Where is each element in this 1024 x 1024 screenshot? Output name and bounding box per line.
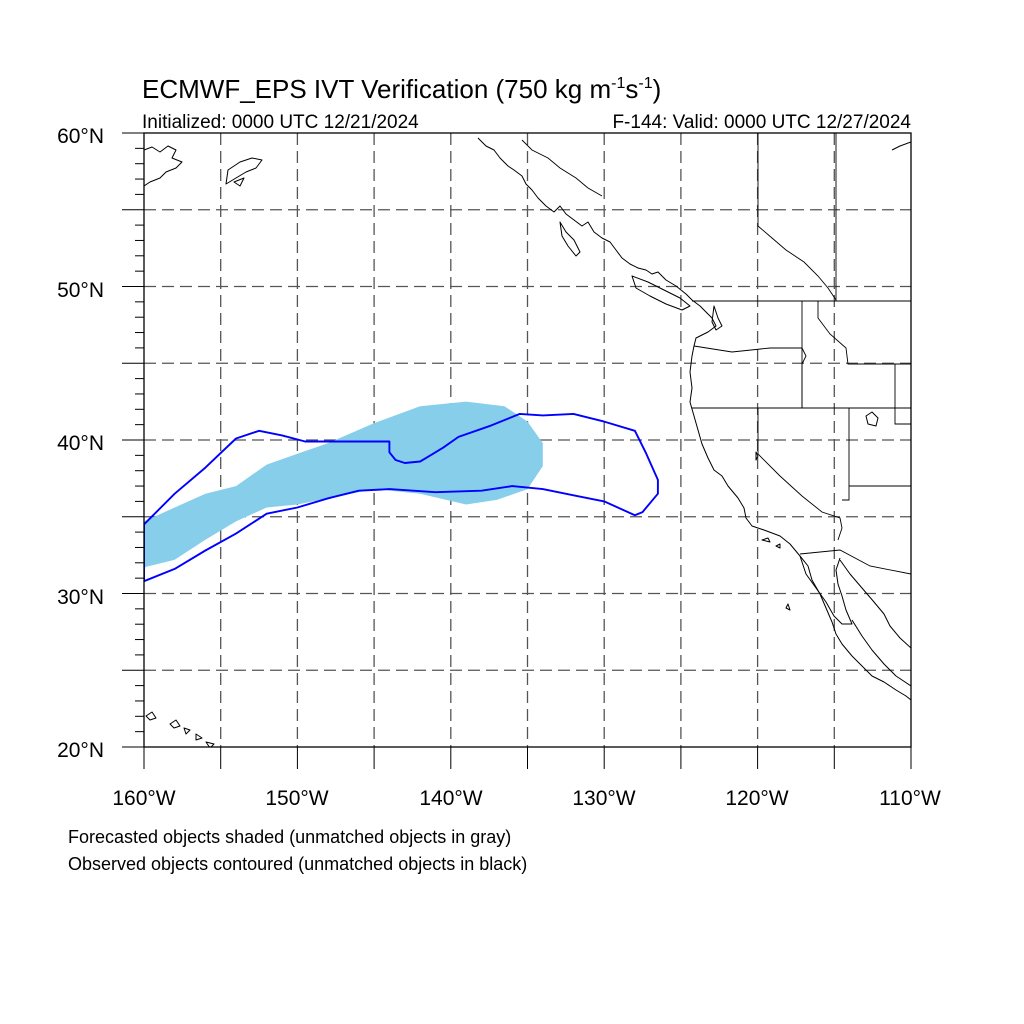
observed-object-contour [144, 412, 659, 583]
lon-label-110w: 110°W [879, 787, 941, 810]
mexico-mainland-coast [851, 619, 911, 687]
lake-tahoe [755, 451, 759, 461]
lat-label-50n: 50°N [57, 279, 104, 302]
haida-gwaii [559, 221, 581, 257]
hawaii-islands [145, 711, 215, 747]
lat-label-20n: 20°N [57, 739, 104, 762]
great-salt-lake [865, 411, 879, 427]
wyoming-border [894, 364, 911, 425]
lon-label-130w: 130°W [572, 787, 635, 810]
baja-california [799, 555, 853, 625]
washington-oregon-border [693, 345, 807, 408]
lon-label-120w: 120°W [725, 787, 788, 810]
figure-title: ECMWF_EPS IVT Verification (750 kg m-1s-… [142, 74, 661, 104]
initialized-time-label: Initialized: 0000 UTC 12/21/2024 [142, 112, 419, 133]
lon-label-160w: 160°W [112, 787, 175, 810]
bc-alberta-border [757, 133, 837, 301]
canada-alaska-border [521, 139, 603, 197]
nevada-utah-border [842, 408, 850, 501]
channel-islands [761, 537, 791, 611]
coastlines-and-borders [144, 133, 911, 747]
north-america-west-coastline [477, 137, 911, 701]
lat-label-30n: 30°N [57, 586, 104, 609]
lat-label-40n: 40°N [57, 432, 104, 455]
us-mexico-border [799, 549, 911, 575]
lon-label-140w: 140°W [419, 787, 482, 810]
gulf-of-california [839, 559, 911, 649]
axis-ticks [122, 132, 912, 769]
lon-label-150w: 150°W [265, 787, 328, 810]
valid-time-label: F-144: Valid: 0000 UTC 12/27/2024 [612, 112, 911, 133]
lat-label-60n: 60°N [57, 125, 104, 148]
california-nevada-border [757, 408, 843, 541]
vancouver-island [631, 275, 691, 311]
hudson-coast [891, 141, 911, 151]
alaska-islands [225, 157, 263, 187]
alaska-coastline [144, 145, 183, 187]
footer-forecast-note: Forecasted objects shaded (unmatched obj… [68, 827, 511, 847]
plot-area [144, 133, 911, 747]
footer-observed-note: Observed objects contoured (unmatched ob… [68, 854, 527, 874]
forecast-object-shaded [144, 401, 543, 568]
idaho-border [801, 301, 911, 408]
puget-sound [711, 305, 723, 331]
